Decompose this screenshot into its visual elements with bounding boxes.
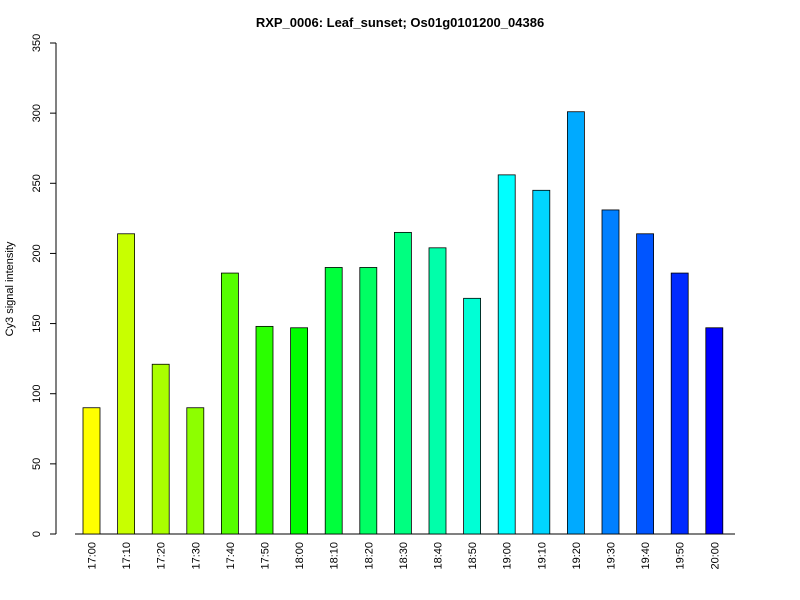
x-tick-label: 18:30	[398, 542, 410, 570]
x-tick-label: 17:10	[121, 542, 133, 570]
x-tick-label: 17:00	[87, 542, 99, 570]
x-tick-label: 19:00	[502, 542, 514, 570]
bar	[705, 327, 724, 535]
bar	[497, 174, 516, 535]
y-tick-label: 100	[31, 385, 43, 403]
x-tick-label: 19:30	[606, 542, 618, 570]
bar	[324, 267, 343, 535]
y-tick-label: 0	[31, 531, 43, 537]
x-tick-label: 17:20	[156, 542, 168, 570]
y-tick-label: 300	[31, 104, 43, 122]
bar	[567, 111, 585, 535]
x-tick-label: 18:00	[294, 542, 306, 570]
x-tick-label: 18:50	[467, 542, 479, 570]
x-tick-label: 17:40	[225, 542, 237, 570]
y-tick-label: 200	[31, 244, 43, 262]
y-tick-label: 350	[31, 34, 43, 52]
bars	[82, 111, 724, 535]
x-tick-label: 18:10	[329, 542, 341, 570]
x-axis-tick-labels: 17:00 17:10 17:20 17:30 17:40 17:50 18:00 18:10…	[87, 542, 722, 570]
x-tick-label: 17:50	[260, 542, 272, 570]
chart-title: RXP_0006: Leaf_sunset; Os01g0101200_0438…	[256, 15, 544, 30]
x-tick-label: 18:40	[433, 542, 445, 570]
bar	[151, 363, 170, 535]
bar	[428, 247, 447, 535]
bar	[186, 407, 205, 535]
bar	[393, 231, 412, 535]
x-tick-label: 19:10	[536, 542, 548, 570]
bar	[82, 407, 101, 535]
y-tick-label: 50	[31, 458, 43, 470]
x-tick-label: 20:00	[709, 542, 721, 570]
bar	[359, 267, 378, 535]
bar	[290, 327, 309, 535]
bar	[670, 272, 689, 535]
y-tick-label: 250	[31, 174, 43, 192]
x-tick-label: 19:20	[571, 542, 583, 570]
bar	[532, 189, 551, 535]
x-tick-label: 18:20	[363, 542, 375, 570]
bar	[255, 325, 274, 535]
x-tick-label: 19:50	[675, 542, 687, 570]
y-tick-label: 150	[31, 314, 43, 332]
bar	[463, 297, 482, 535]
y-axis-label: Cy3 signal intensity	[4, 241, 16, 336]
bar	[117, 233, 135, 535]
bar	[636, 233, 654, 535]
bar	[601, 209, 620, 535]
y-axis-ticks: 0 50 100 150 200 250 300 350	[31, 34, 56, 537]
x-tick-label: 19:40	[640, 542, 652, 570]
bar	[220, 272, 239, 535]
x-tick-label: 17:30	[190, 542, 202, 570]
